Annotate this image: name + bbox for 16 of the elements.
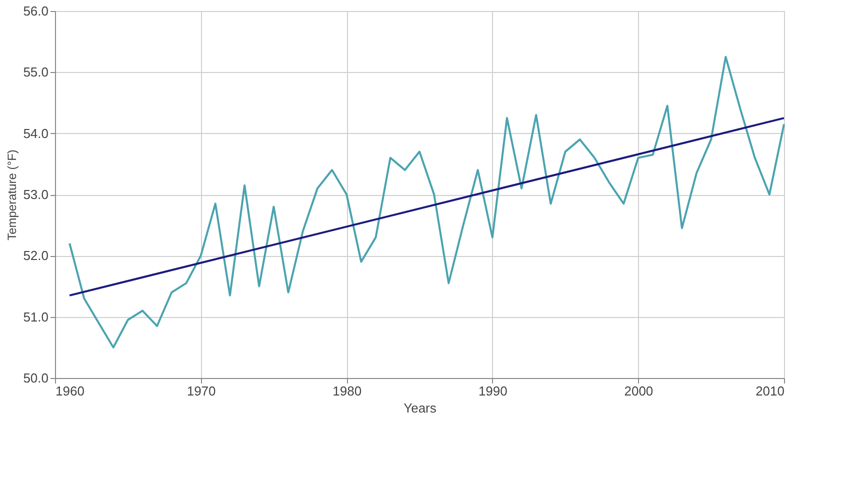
y-tick-label: 51.0 — [23, 309, 48, 324]
x-tick-label: 1990 — [478, 384, 508, 398]
x-tick-label: 2010 — [756, 384, 784, 398]
y-axis-title: Temperature (°F) — [5, 150, 20, 240]
x-tick-label: 1980 — [332, 384, 362, 398]
y-tick-label: 54.0 — [23, 126, 48, 141]
y-tick-label: 52.0 — [23, 248, 48, 264]
x-tick-label: 1970 — [186, 384, 216, 398]
y-tick-label: 56.0 — [23, 4, 48, 18]
y-tick-label: 55.0 — [23, 64, 48, 80]
y-tick-label: 50.0 — [23, 370, 48, 386]
x-tick-label: 2000 — [624, 384, 654, 398]
x-tick-label: 1960 — [56, 384, 84, 398]
x-axis-title: Years — [404, 400, 437, 416]
y-tick-label: 53.0 — [23, 187, 48, 202]
line-series — [68, 56, 785, 348]
